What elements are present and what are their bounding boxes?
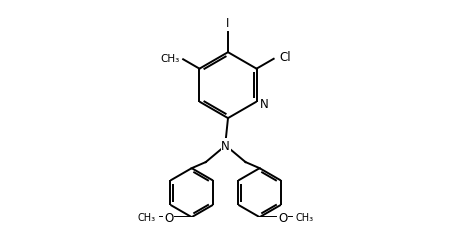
- Text: N: N: [221, 139, 229, 152]
- Text: O: O: [278, 211, 287, 224]
- Text: O: O: [164, 211, 173, 224]
- Text: CH₃: CH₃: [137, 212, 155, 222]
- Text: I: I: [226, 17, 229, 29]
- Text: Cl: Cl: [279, 51, 291, 64]
- Text: N: N: [259, 97, 268, 110]
- Text: CH₃: CH₃: [160, 54, 179, 64]
- Text: CH₃: CH₃: [295, 212, 313, 222]
